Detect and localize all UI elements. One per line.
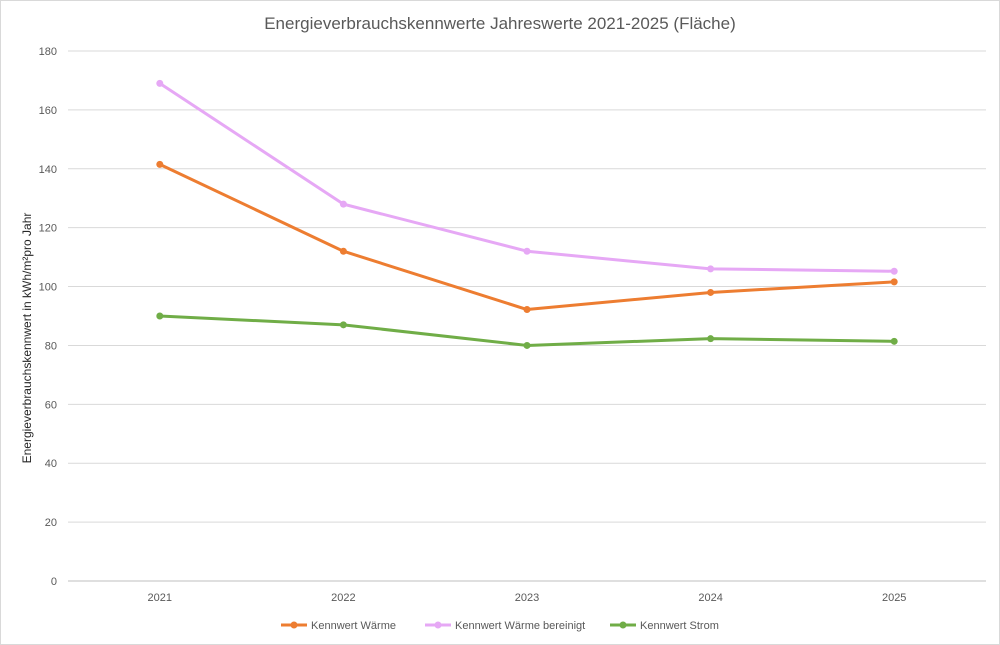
y-tick-label: 80	[45, 340, 57, 352]
y-tick-label: 140	[39, 164, 57, 176]
data-point	[156, 160, 164, 168]
data-point	[339, 200, 347, 208]
x-tick-label: 2025	[882, 592, 906, 604]
data-point	[707, 335, 715, 343]
y-tick-label: 100	[39, 282, 57, 294]
y-tick-label: 160	[39, 105, 57, 117]
y-tick-label: 60	[45, 399, 57, 411]
y-tick-label: 180	[39, 46, 57, 58]
y-tick-label: 0	[51, 576, 57, 588]
x-tick-label: 2021	[148, 592, 172, 604]
legend-marker	[619, 621, 627, 629]
data-point	[523, 247, 531, 255]
x-tick-label: 2024	[698, 592, 722, 604]
data-point	[890, 267, 898, 275]
series-group	[156, 160, 898, 314]
x-tick-label: 2023	[515, 592, 539, 604]
legend-label: Kennwert Wärme	[311, 620, 396, 632]
y-axis-title: Energieverbrauchskennwert in kWh/m²pro J…	[20, 213, 34, 464]
data-point	[890, 278, 898, 286]
data-point	[523, 306, 531, 314]
series	[156, 79, 898, 349]
data-point	[523, 341, 531, 349]
legend-marker	[290, 621, 298, 629]
data-point	[707, 288, 715, 296]
series-group	[156, 312, 898, 349]
legend-label: Kennwert Wärme bereinigt	[455, 620, 585, 632]
series-line	[158, 162, 896, 312]
series-line	[158, 314, 896, 347]
legend-label: Kennwert Strom	[640, 620, 719, 632]
chart-title: Energieverbrauchskennwerte Jahreswerte 2…	[264, 14, 736, 33]
data-point	[156, 79, 164, 87]
gridlines	[68, 50, 986, 582]
x-axis-ticks: 2021 2022 2023 2024 2025	[148, 592, 907, 604]
y-tick-label: 20	[45, 517, 57, 529]
legend-item[interactable]: Kennwert Strom	[610, 620, 719, 632]
y-tick-label: 40	[45, 458, 57, 470]
y-axis-ticks: 0 20 40 60 80 100 120 140 160 180	[39, 46, 57, 588]
legend[interactable]: Kennwert Wärme Kennwert Wärme bereinigt Ke…	[281, 620, 719, 632]
data-point	[707, 265, 715, 273]
series-line	[158, 81, 896, 273]
data-point	[339, 321, 347, 329]
x-tick-label: 2022	[331, 592, 355, 604]
legend-marker	[434, 621, 442, 629]
data-point	[890, 337, 898, 345]
legend-item[interactable]: Kennwert Wärme bereinigt	[425, 620, 585, 632]
series-group	[156, 79, 898, 275]
legend-item[interactable]: Kennwert Wärme	[281, 620, 396, 632]
data-point	[339, 247, 347, 255]
data-point	[156, 312, 164, 320]
y-tick-label: 120	[39, 223, 57, 235]
